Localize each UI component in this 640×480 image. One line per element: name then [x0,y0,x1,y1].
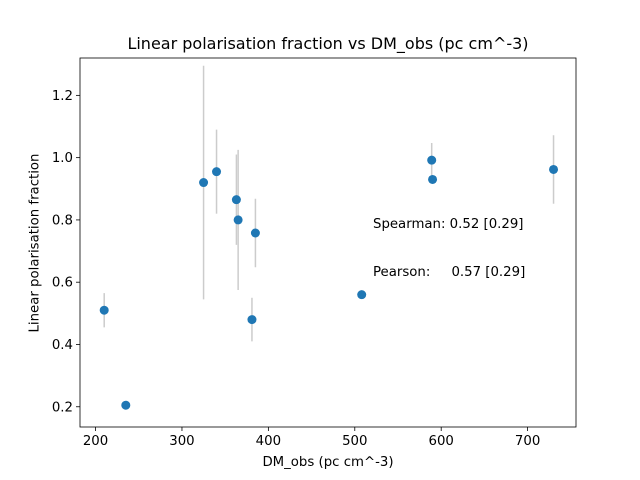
point-layer [99,155,559,410]
y-tick-label: 0.2 [52,400,73,415]
data-point-5 [233,215,243,225]
x-axis-ticks: 200 300 400 500 600 700 [83,427,540,449]
y-axis-label: Linear polarisation fraction [27,153,43,333]
data-point-7 [250,228,260,238]
x-tick-label: 700 [515,434,540,449]
x-tick-label: 300 [169,434,194,449]
correlation-annotation: Spearman: 0.52 [0.29] Pearson: 0.57 [0.2… [373,185,525,297]
data-point-6 [247,315,257,325]
y-tick-label: 0.4 [52,338,73,353]
pearson-text: Pearson: 0.57 [0.29] [373,265,526,280]
data-point-9 [427,155,437,165]
spearman-text: Spearman: 0.52 [0.29] [373,217,524,232]
x-axis-label: DM_obs (pc cm^-3) [262,455,394,470]
data-point-11 [549,164,559,174]
chart-title: Linear polarisation fraction vs DM_obs (… [127,34,529,53]
x-tick-label: 600 [429,434,454,449]
data-point-3 [212,167,222,177]
x-tick-label: 400 [256,434,281,449]
x-tick-label: 200 [83,434,108,449]
y-tick-label: 1.0 [52,151,73,166]
data-point-2 [199,178,209,188]
data-point-8 [357,290,367,300]
y-tick-label: 1.2 [52,89,73,104]
axes-frame [79,57,577,428]
data-point-4 [231,195,241,205]
y-tick-label: 0.8 [52,213,73,228]
x-tick-label: 500 [342,434,367,449]
y-axis-ticks: 0.2 0.4 0.6 0.8 1.0 1.2 [52,89,80,415]
data-point-10 [428,174,438,184]
data-point-1 [121,400,131,410]
data-point-0 [99,305,109,315]
y-tick-label: 0.6 [52,276,73,291]
